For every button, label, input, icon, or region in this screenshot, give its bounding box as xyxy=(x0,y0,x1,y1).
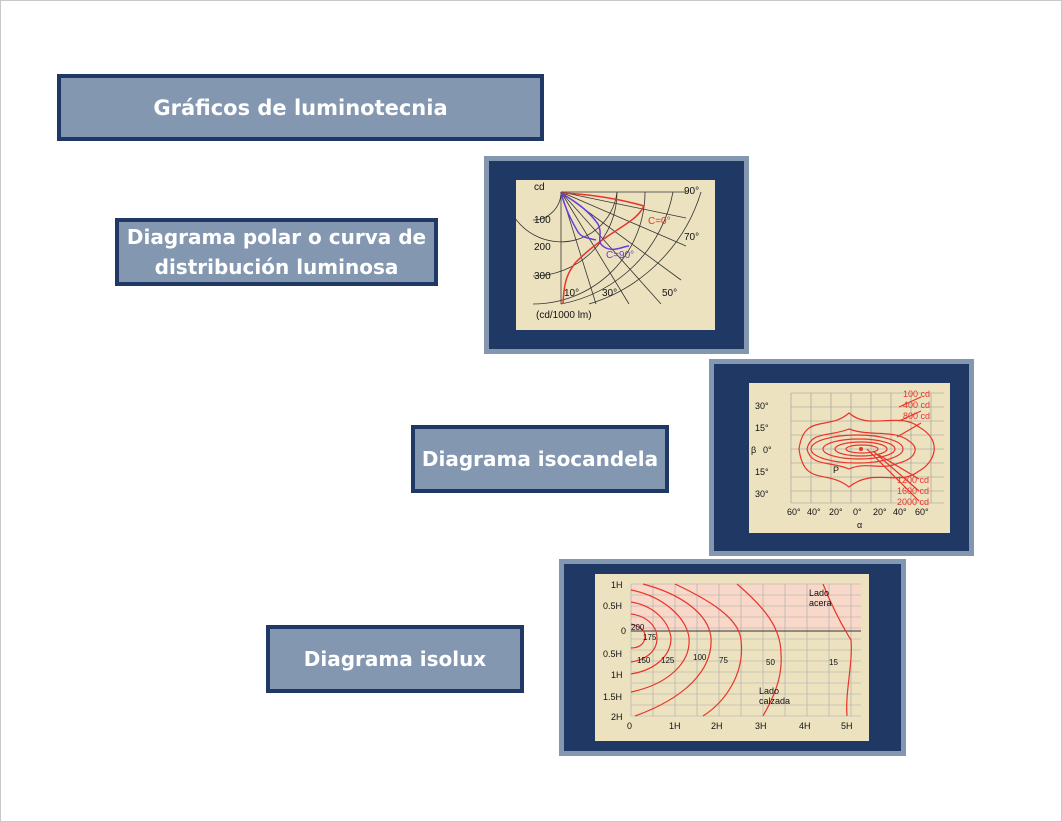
ilx-side-top-1: Lado xyxy=(809,588,829,598)
curve-c90 xyxy=(560,192,630,251)
polar-tick-300: 300 xyxy=(534,271,551,282)
polar-label-line2: distribución luminosa xyxy=(154,255,399,279)
iso-y-30b: 30° xyxy=(755,489,769,499)
ilx-side-top-2: acera xyxy=(809,598,832,608)
polar-unit: cd xyxy=(534,182,545,193)
ilx-y-0: 0 xyxy=(621,626,626,636)
polar-diagram-frame: cd 100 200 300 90° 70° 10° 30° 50° (cd/1… xyxy=(484,156,749,354)
iso-y-30a: 30° xyxy=(755,401,769,411)
iso-x-20a: 20° xyxy=(829,507,843,517)
ilx-val-50: 50 xyxy=(766,658,775,667)
ilx-y-05h-top: 0.5H xyxy=(603,601,622,611)
isolux-svg: 1H 0.5H 0 0.5H 1H 1.5H 2H 0 1H 2H 3H 4H … xyxy=(603,580,861,731)
isolux-label-box: Diagrama isolux xyxy=(266,625,524,693)
polar-tick-200: 200 xyxy=(534,242,551,253)
ilx-val-175: 175 xyxy=(643,633,657,642)
curve-c0 xyxy=(560,192,646,305)
ilx-y-05h: 0.5H xyxy=(603,649,622,659)
title-box: Gráficos de luminotecnia xyxy=(57,74,544,141)
iso-level-400: 400 cd xyxy=(903,400,930,410)
isolux-label: Diagrama isolux xyxy=(303,647,487,671)
iso-level-100: 100 cd xyxy=(903,389,930,399)
isocandela-diagram-frame: 30° 15° 0° 15° 30° β 60° 40° 20° 0° 20° … xyxy=(709,359,974,556)
polar-angle-10: 10° xyxy=(564,288,579,299)
iso-y-0: 0° xyxy=(763,445,772,455)
polar-diagram-svg: cd 100 200 300 90° 70° 10° 30° 50° (cd/1… xyxy=(504,178,702,321)
ilx-y-1h: 1H xyxy=(611,670,623,680)
iso-level-1200: 1200 cd xyxy=(897,475,929,485)
ilx-y-15h: 1.5H xyxy=(603,692,622,702)
ilx-x-3h: 3H xyxy=(755,721,767,731)
polar-angle-90: 90° xyxy=(684,186,699,197)
iso-level-1600: 1600 cd xyxy=(897,486,929,496)
iso-x-60a: 60° xyxy=(787,507,801,517)
polar-footer: (cd/1000 lm) xyxy=(536,310,592,321)
polar-label-box: Diagrama polar o curva de distribución l… xyxy=(115,218,438,286)
iso-level-2000: 2000 cd xyxy=(897,497,929,507)
iso-x-60b: 60° xyxy=(915,507,929,517)
iso-beta: β xyxy=(751,445,756,455)
isolux-diagram-frame: 1H 0.5H 0 0.5H 1H 1.5H 2H 0 1H 2H 3H 4H … xyxy=(559,559,906,756)
label-c90: C=90° xyxy=(606,250,634,261)
isolux-diagram: 1H 0.5H 0 0.5H 1H 1.5H 2H 0 1H 2H 3H 4H … xyxy=(595,574,869,741)
iso-y-15a: 15° xyxy=(755,423,769,433)
iso-x-40b: 40° xyxy=(893,507,907,517)
ilx-y-2h: 2H xyxy=(611,712,623,722)
isocandela-label-box: Diagrama isocandela xyxy=(411,425,669,493)
ilx-x-1h: 1H xyxy=(669,721,681,731)
ilx-val-15: 15 xyxy=(829,658,838,667)
ilx-val-100: 100 xyxy=(693,653,707,662)
isocandela-svg: 30° 15° 0° 15° 30° β 60° 40° 20° 0° 20° … xyxy=(751,389,944,530)
isocandela-label: Diagrama isocandela xyxy=(421,447,659,471)
page-title: Gráficos de luminotecnia xyxy=(153,95,448,120)
polar-angle-30: 30° xyxy=(602,288,617,299)
ilx-x-4h: 4H xyxy=(799,721,811,731)
polar-angle-50: 50° xyxy=(662,288,677,299)
iso-point: P xyxy=(833,465,839,475)
polar-label-line1: Diagrama polar o curva de xyxy=(126,225,427,249)
iso-level-800: 800 cd xyxy=(903,411,930,421)
ilx-val-150: 150 xyxy=(637,656,651,665)
ilx-side-bottom-1: Lado xyxy=(759,686,779,696)
iso-y-15b: 15° xyxy=(755,467,769,477)
ilx-val-200: 200 xyxy=(631,623,645,632)
ilx-x-2h: 2H xyxy=(711,721,723,731)
iso-x-40a: 40° xyxy=(807,507,821,517)
ilx-val-125: 125 xyxy=(661,656,675,665)
iso-x-0: 0° xyxy=(853,507,862,517)
ilx-side-bottom-2: calzada xyxy=(759,696,790,706)
polar-diagram: cd 100 200 300 90° 70° 10° 30° 50° (cd/1… xyxy=(504,178,715,330)
label-c0: C=0° xyxy=(648,216,671,227)
polar-angle-70: 70° xyxy=(684,232,699,243)
ilx-y-1h-top: 1H xyxy=(611,580,623,590)
iso-alpha: α xyxy=(857,520,862,530)
ilx-x-0: 0 xyxy=(627,721,632,731)
polar-tick-100: 100 xyxy=(534,215,551,226)
iso-x-20b: 20° xyxy=(873,507,887,517)
ilx-x-5h: 5H xyxy=(841,721,853,731)
ilx-val-75: 75 xyxy=(719,656,728,665)
isocandela-diagram: 30° 15° 0° 15° 30° β 60° 40° 20° 0° 20° … xyxy=(749,383,950,533)
